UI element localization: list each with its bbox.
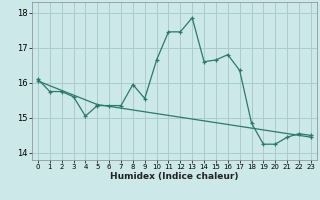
X-axis label: Humidex (Indice chaleur): Humidex (Indice chaleur) bbox=[110, 172, 239, 181]
